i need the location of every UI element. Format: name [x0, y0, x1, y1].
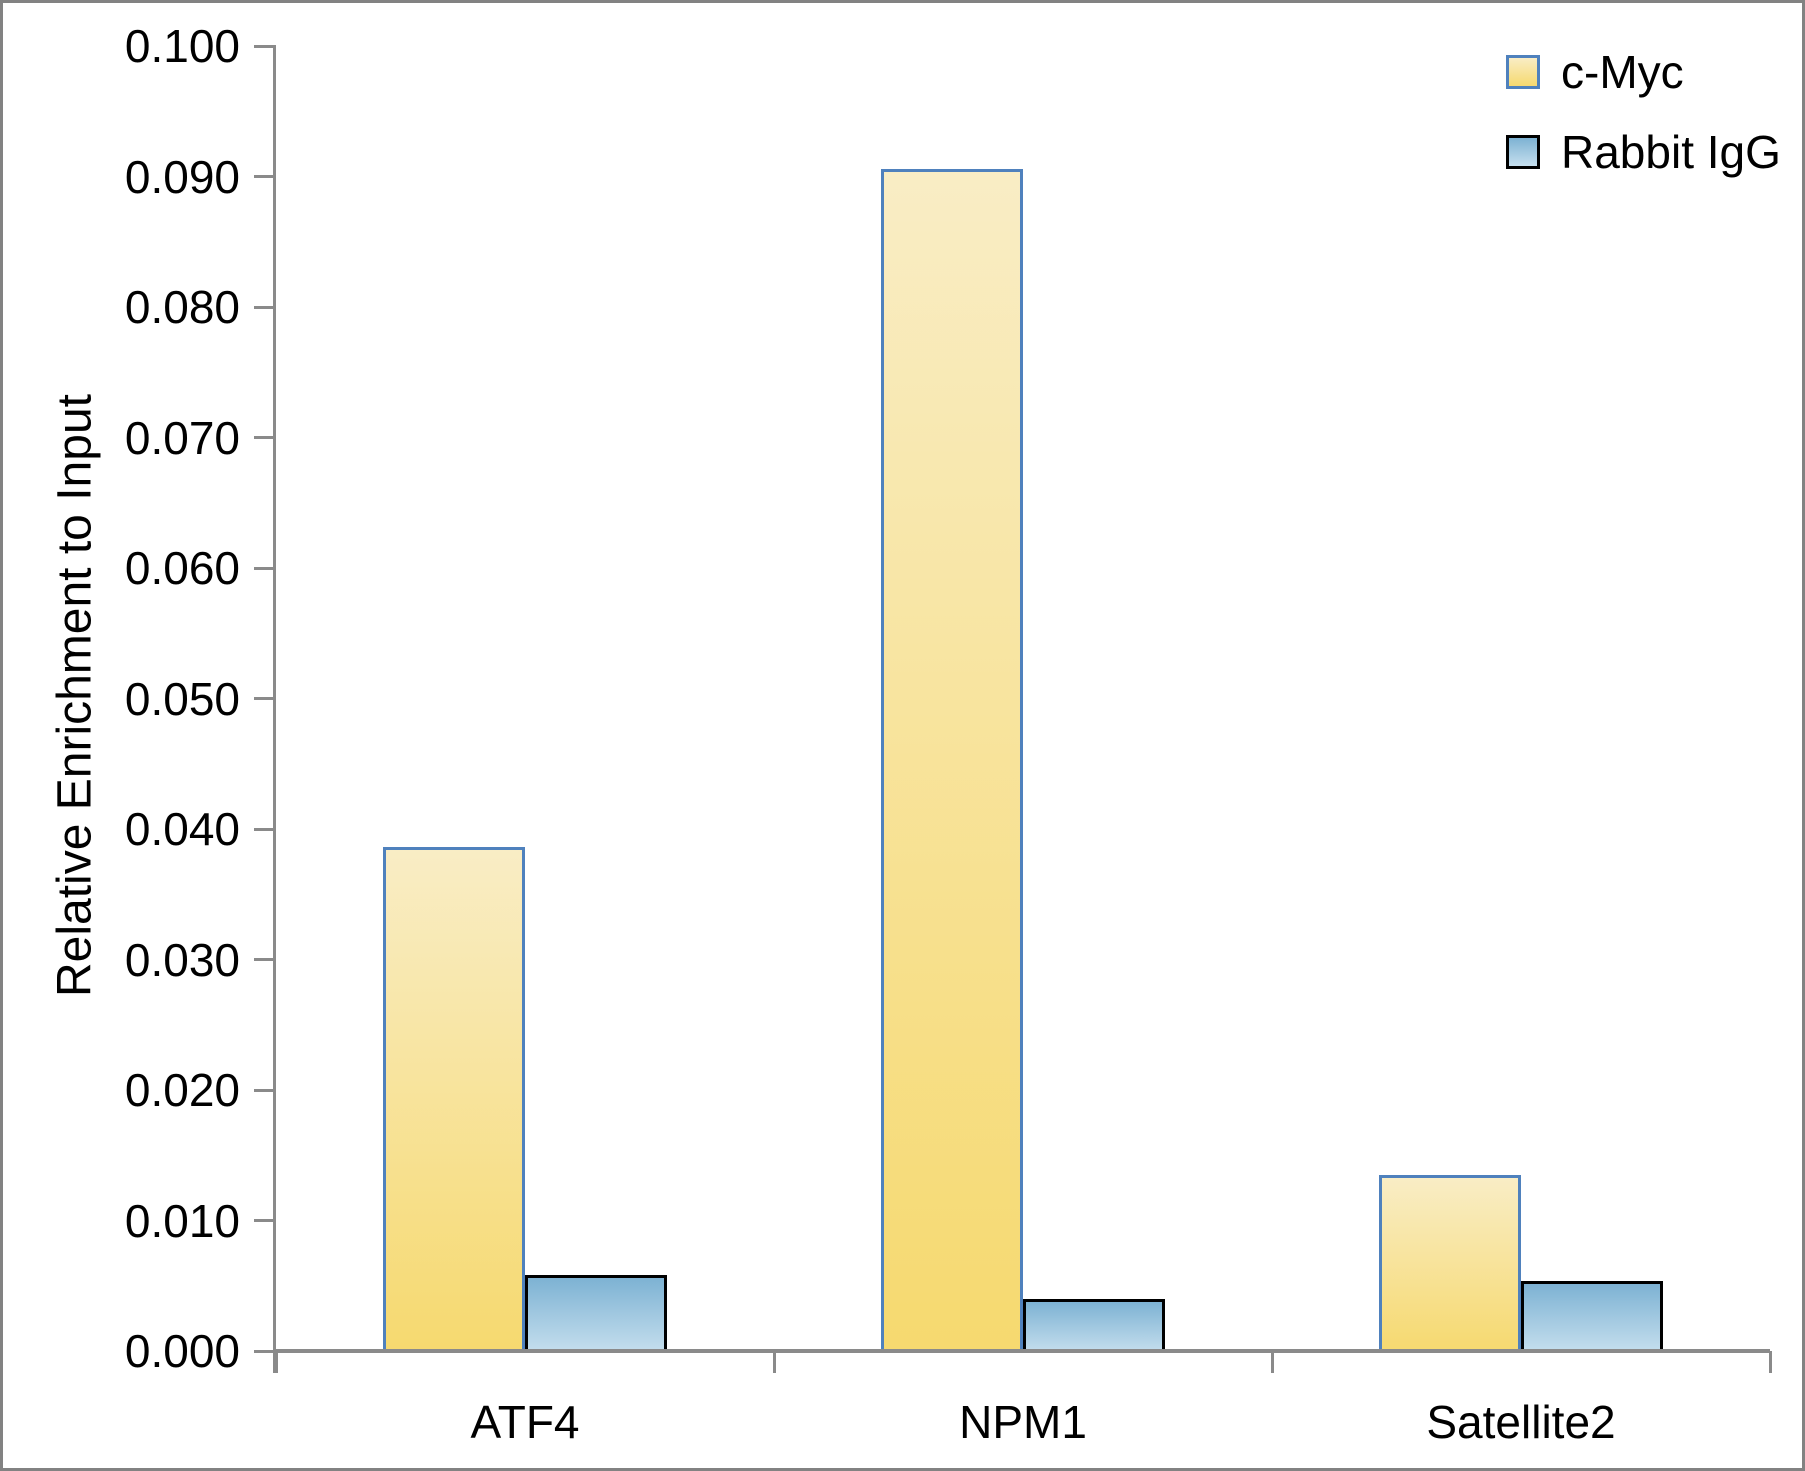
- bar-npm1-rabbit-igg: [1023, 1298, 1165, 1353]
- y-tick-mark: [254, 697, 276, 700]
- y-tick-label: 0.040: [124, 803, 240, 855]
- y-tick-mark: [254, 436, 276, 439]
- y-tick-label: 0.090: [124, 150, 240, 203]
- x-category-label: Satellite2: [1426, 1396, 1616, 1448]
- y-tick-label: 0.070: [124, 411, 240, 464]
- legend-swatch-c-myc: [1506, 55, 1540, 89]
- y-tick-label: 0.060: [124, 542, 240, 594]
- y-tick-label: 0.020: [124, 1064, 240, 1116]
- legend-label: Rabbit IgG: [1561, 126, 1781, 178]
- bar-npm1-c-myc: [881, 168, 1023, 1353]
- y-tick-mark: [254, 305, 276, 309]
- y-tick-label: 0.030: [124, 933, 240, 986]
- legend-item-rabbit-igg: Rabbit IgG: [1506, 125, 1781, 179]
- y-tick-mark: [254, 566, 276, 570]
- x-category-label: NPM1: [959, 1396, 1087, 1448]
- y-tick-label: 0.010: [124, 1194, 240, 1247]
- bar-satellite2-c-myc: [1379, 1174, 1521, 1353]
- legend-label: c-Myc: [1561, 46, 1684, 98]
- y-tick-label: 0.080: [124, 281, 240, 333]
- y-tick-mark: [254, 1088, 276, 1092]
- x-boundary-tick: [1768, 1351, 1772, 1373]
- y-tick-mark: [254, 1219, 276, 1222]
- y-tick-label: 0.000: [124, 1325, 240, 1377]
- x-category-label: ATF4: [470, 1396, 580, 1448]
- bar-satellite2-rabbit-igg: [1521, 1280, 1663, 1353]
- x-boundary-tick: [1270, 1351, 1274, 1373]
- y-tick-mark: [254, 827, 276, 831]
- y-axis-line: [273, 46, 276, 1373]
- bar-atf4-c-myc: [383, 847, 525, 1353]
- bar-atf4-rabbit-igg: [525, 1275, 667, 1353]
- legend-swatch-rabbit-igg: [1506, 135, 1540, 169]
- x-axis-line: [276, 1349, 1770, 1353]
- x-boundary-tick: [274, 1351, 278, 1373]
- y-tick-mark: [254, 958, 276, 961]
- y-tick-label: 0.100: [124, 20, 240, 72]
- y-tick-mark: [254, 1349, 276, 1353]
- x-boundary-tick: [772, 1351, 776, 1373]
- y-tick-mark: [254, 175, 276, 178]
- y-tick-label: 0.050: [124, 672, 240, 725]
- y-tick-mark: [254, 44, 276, 48]
- legend-item-c-myc: c-Myc: [1506, 45, 1684, 99]
